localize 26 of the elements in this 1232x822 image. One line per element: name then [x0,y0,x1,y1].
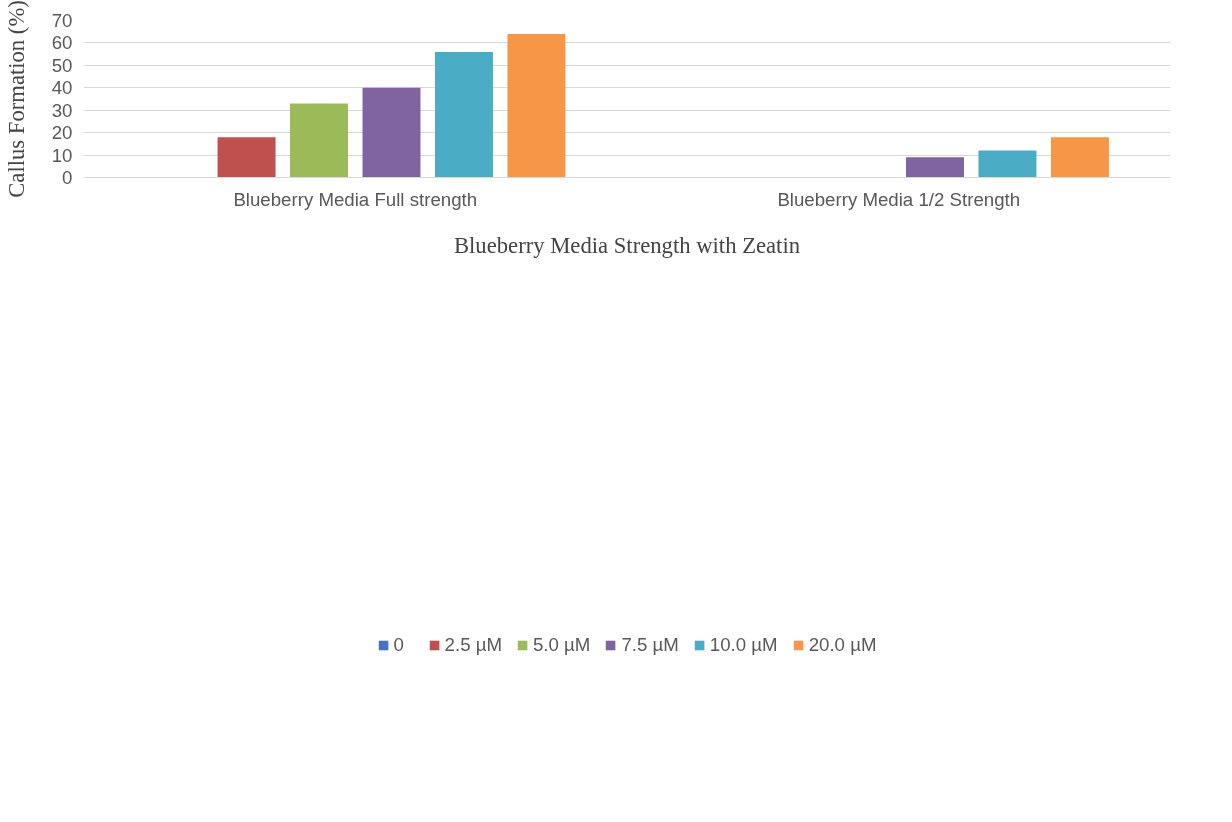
bar [362,87,421,178]
legend-label: 0 [393,633,405,656]
legend-label: 10.0 µM [709,633,778,656]
legend-label: 7.5 µM [621,633,679,656]
x-axis-title: Blueberry Media Strength with Zeatin [453,232,801,258]
legend-label: 20.0 µM [808,633,877,656]
bar [507,33,566,178]
y-tick-label: 30 [51,99,73,121]
y-tick-label: 60 [51,32,73,54]
x-tick-label: Blueberry Media Full strength [233,188,478,210]
y-tick-label: 50 [51,54,73,76]
bar [434,51,493,178]
legend-label: 2.5 µM [444,633,502,656]
bar [217,137,276,178]
bar [906,157,964,178]
y-tick-label: 10 [51,144,73,166]
bar [290,103,348,178]
x-tick-label: Blueberry Media 1/2 Strength [777,188,1021,210]
y-axis-title: Callus Formation (%) [3,0,29,198]
y-tick-label: 0 [62,167,73,188]
y-tick-label: 70 [51,10,73,31]
y-tick-label: 20 [51,122,73,144]
legend-label: 5.0 µM [532,633,591,656]
bar [1050,137,1109,178]
bar [978,150,1037,178]
y-tick-label: 40 [51,77,73,99]
